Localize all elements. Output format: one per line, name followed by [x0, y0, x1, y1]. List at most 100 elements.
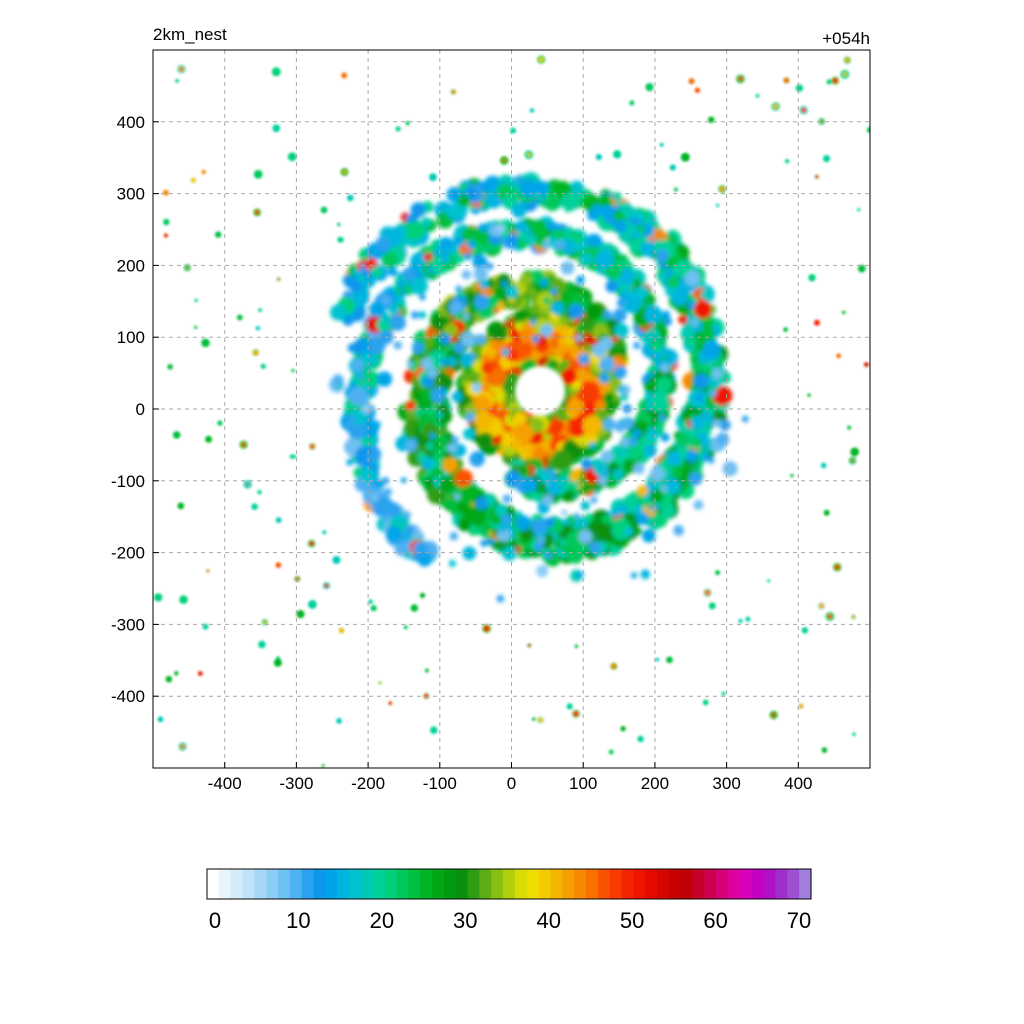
rainband-cell	[441, 254, 450, 264]
stratiform-cell	[539, 471, 552, 484]
outer-cell	[850, 447, 860, 457]
rainband-cell	[600, 205, 614, 219]
stratiform-cell	[693, 373, 709, 389]
rainband-cell	[661, 503, 676, 519]
stratiform-cell	[475, 497, 488, 510]
stratiform-cell	[603, 310, 613, 320]
stratiform-cell	[685, 270, 700, 286]
stratiform-cell	[633, 341, 641, 350]
title-right: +054h	[822, 29, 870, 48]
eyewall-cell	[583, 403, 597, 416]
colorbar-tick-label: 20	[370, 908, 394, 933]
rainband-cell	[693, 300, 712, 319]
eyewall-cell	[560, 368, 577, 385]
colorbar-swatch	[680, 869, 694, 899]
rainband-cell	[607, 264, 623, 279]
eyewall-cell	[551, 449, 573, 472]
stratiform-cell	[633, 462, 645, 475]
colorbar-swatch	[787, 869, 800, 899]
outer-cell	[613, 150, 622, 159]
rainband-cell	[564, 226, 573, 235]
outer-cell-core	[341, 72, 348, 79]
outer-cell-core	[309, 541, 314, 546]
stratiform-cell	[599, 336, 613, 350]
colorbar-swatch	[668, 869, 682, 899]
y-tick-label: -200	[111, 544, 145, 563]
stratiform-cell	[429, 432, 436, 440]
outer-cell-core	[738, 76, 743, 81]
stratiform-cell	[439, 333, 451, 345]
stratiform-cell	[448, 559, 456, 568]
eyewall-cell	[477, 432, 494, 449]
x-tick-label: -400	[208, 774, 242, 793]
outer-cell	[529, 108, 535, 113]
rainband-cell	[599, 194, 612, 207]
outer-cell-core	[537, 717, 543, 723]
stratiform-cell	[660, 433, 670, 442]
stratiform-cell	[600, 450, 614, 463]
outer-cell-core	[162, 189, 169, 196]
outer-cell-core	[688, 78, 695, 85]
rainband-cell	[624, 442, 643, 461]
rainband-cell	[650, 340, 663, 353]
rainband-cell	[425, 441, 435, 451]
rainband-cell	[455, 236, 465, 247]
eyewall-cell	[466, 371, 479, 384]
stratiform-cell	[447, 443, 457, 453]
stratiform-cell	[687, 301, 696, 310]
outer-cell	[608, 749, 614, 755]
rainband-cell	[520, 528, 533, 541]
colorbar-frame	[206, 868, 812, 900]
outer-cell	[154, 593, 163, 602]
stratiform-cell	[623, 526, 634, 537]
outer-cell-core	[773, 104, 778, 109]
stratiform-cell	[578, 529, 593, 544]
rainband-cell	[435, 433, 449, 447]
stratiform-cell	[634, 285, 649, 300]
outer-cell	[419, 592, 426, 599]
eyewall-cell	[510, 438, 523, 451]
colorbar-tick-label: 10	[286, 908, 310, 933]
stratiform-cell	[473, 266, 489, 282]
outer-cell-core	[502, 159, 506, 162]
colorbar-swatch	[266, 869, 279, 899]
outer-cell	[167, 364, 173, 370]
colorbar-swatch	[526, 869, 540, 899]
outer-cell	[347, 194, 354, 202]
rainband-cell	[432, 467, 444, 479]
colorbar-swatch	[384, 869, 398, 899]
colorbar-tick-label: 30	[453, 908, 477, 933]
stratiform-cell	[475, 452, 484, 461]
outer-cell	[410, 604, 419, 612]
outer-cell-core	[180, 744, 185, 749]
outer-cell-core	[539, 57, 544, 62]
eyewall-cell	[518, 328, 535, 344]
outer-cell	[179, 595, 188, 604]
rainband-cell	[431, 316, 447, 332]
stratiform-cell	[599, 372, 610, 384]
stratiform-cell	[612, 308, 627, 323]
rainband-cell	[437, 211, 449, 222]
rainband-cell	[525, 233, 537, 245]
outer-cell	[253, 169, 263, 179]
colorbar-swatch	[455, 869, 469, 899]
stratiform-cell	[665, 287, 675, 297]
rainband-cell	[466, 505, 487, 525]
rainband-cell	[702, 340, 721, 360]
y-axis: 400 300 200 100 0 -100 -200 -300 -400	[111, 113, 159, 706]
colorbar-tick-label: 50	[620, 908, 644, 933]
outer-cell-core	[704, 590, 711, 596]
stratiform-cell	[711, 368, 723, 380]
title-left: 2km_nest	[153, 25, 227, 44]
stratiform-cell	[623, 419, 633, 428]
rainband-cell	[464, 291, 476, 303]
colorbar-swatch	[207, 869, 220, 899]
stratiform-cell	[436, 411, 444, 419]
rainband-cell	[655, 376, 673, 394]
rainband-cell	[637, 485, 648, 496]
stratiform-cell	[405, 440, 417, 452]
rainband-cell	[410, 276, 428, 295]
stratiform-cell	[463, 312, 470, 320]
outer-cell	[857, 208, 861, 212]
